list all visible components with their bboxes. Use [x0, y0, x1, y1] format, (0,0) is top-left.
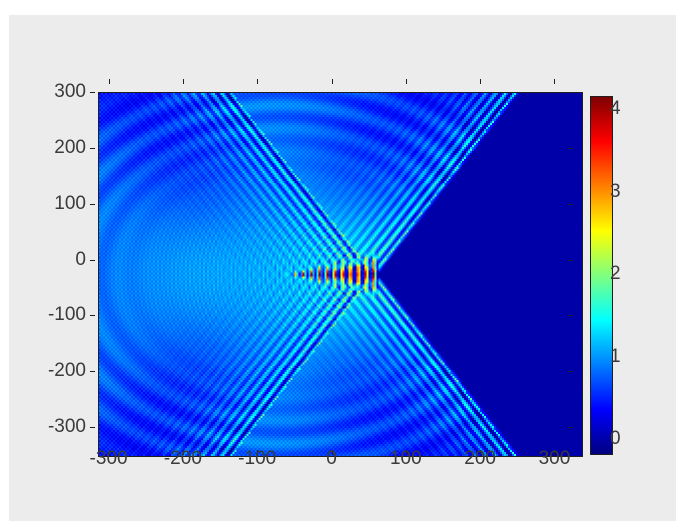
tick-mark [257, 450, 259, 455]
tick-mark [90, 315, 95, 317]
tick-mark [182, 450, 184, 455]
tick-mark [568, 427, 573, 429]
x-tick-label: -100 [238, 448, 277, 469]
tick-mark [331, 450, 333, 455]
tick-mark [405, 79, 407, 84]
y-tick-label: -100 [47, 304, 86, 326]
y-tick-label: 100 [54, 192, 86, 214]
colorbar-gradient [591, 97, 612, 454]
y-tick-label: 200 [54, 136, 86, 158]
tick-mark [90, 259, 95, 261]
tick-mark [568, 203, 573, 205]
x-tick-label: 300 [538, 448, 571, 469]
x-tick-label: -300 [89, 448, 128, 469]
tick-mark [554, 450, 556, 455]
colorbar-tick-label: 4 [610, 98, 621, 120]
y-tick-label: 300 [54, 80, 86, 102]
tick-mark [331, 79, 333, 84]
tick-mark [480, 450, 482, 455]
tick-mark [554, 79, 556, 84]
figure-panel: -300 -200 -100 0 100 200 300 300 200 100 0 -100 -20… [9, 15, 676, 521]
tick-mark [90, 147, 95, 149]
tick-mark [568, 147, 573, 149]
y-tick-label: 0 [75, 248, 86, 270]
tick-mark [568, 91, 573, 93]
x-tick-label: -200 [163, 448, 202, 469]
colorbar-tick-label: 0 [610, 428, 621, 449]
heatmap-canvas [99, 93, 582, 456]
tick-mark [568, 371, 573, 373]
x-tick-label: 0 [326, 448, 337, 469]
tick-mark [182, 79, 184, 84]
colorbar-tick-label: 3 [610, 180, 621, 202]
tick-mark [90, 371, 95, 373]
tick-mark [108, 450, 110, 455]
colorbar [590, 96, 613, 455]
tick-mark [257, 79, 259, 84]
colorbar-tick-label: 1 [610, 345, 621, 367]
tick-mark [568, 315, 573, 317]
plot-area [98, 92, 583, 457]
tick-mark [568, 259, 573, 261]
tick-mark [480, 79, 482, 84]
y-tick-label: -300 [47, 416, 86, 438]
x-tick-label: 200 [464, 448, 496, 469]
tick-mark [90, 91, 95, 93]
colorbar-tick-label: 2 [610, 263, 621, 285]
tick-mark [90, 427, 95, 429]
tick-mark [90, 203, 95, 205]
x-tick-label: 100 [389, 448, 422, 469]
tick-mark [108, 79, 110, 84]
y-tick-label: -200 [47, 360, 86, 382]
tick-mark [405, 450, 407, 455]
